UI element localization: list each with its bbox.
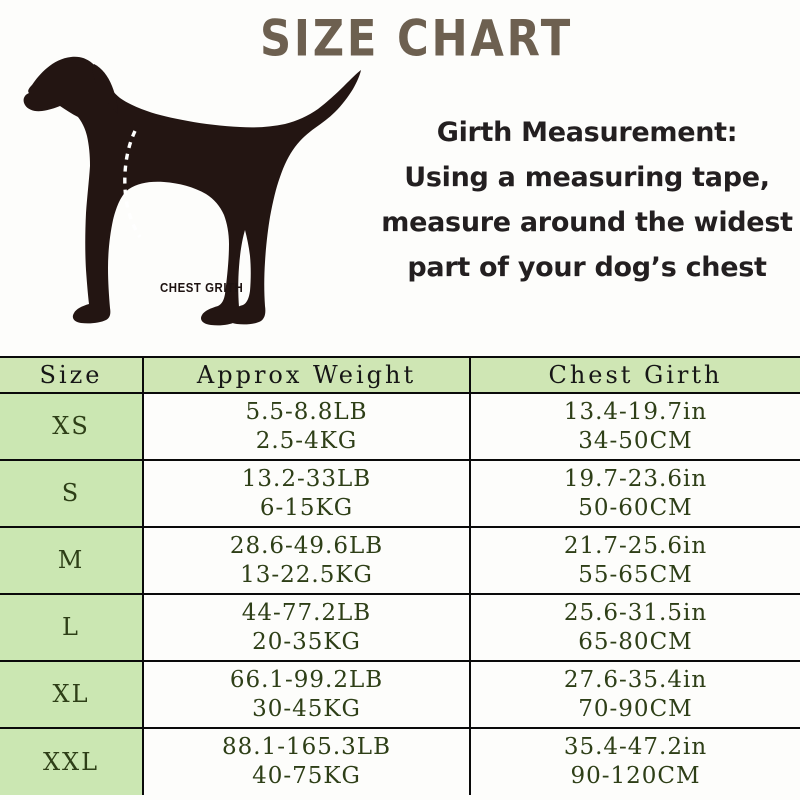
cell-size: XS bbox=[0, 392, 144, 461]
table-row: XS 5.5-8.8LB 2.5-4KG 13.4-19.7in 34-50CM bbox=[0, 392, 800, 461]
girth-instructions: Girth Measurement: Using a measuring tap… bbox=[380, 110, 794, 290]
cell-size: XXL bbox=[0, 727, 144, 795]
dog-silhouette-illustration: CHEST GRITH bbox=[8, 48, 368, 333]
cell-size: S bbox=[0, 459, 144, 528]
table-row: XL 66.1-99.2LB 30-45KG 27.6-35.4in 70-90… bbox=[0, 660, 800, 729]
weight-lb: 28.6-49.6LB bbox=[229, 532, 384, 559]
chest-girth-label: CHEST GRITH bbox=[160, 280, 244, 295]
header-section: CHEST GRITH SIZE CHART Girth Measurement… bbox=[0, 0, 800, 356]
table-row: M 28.6-49.6LB 13-22.5KG 21.7-25.6in 55-6… bbox=[0, 526, 800, 595]
instructions-line-3: part of your dog’s chest bbox=[407, 252, 767, 283]
table-row: XXL 88.1-165.3LB 40-75KG 35.4-47.2in 90-… bbox=[0, 727, 800, 795]
weight-lb: 5.5-8.8LB bbox=[245, 398, 368, 425]
instructions-line-1: Using a measuring tape, bbox=[404, 162, 770, 193]
cell-chest-girth: 25.6-31.5in 65-80CM bbox=[470, 593, 800, 662]
weight-kg: 13-22.5KG bbox=[240, 561, 373, 588]
weight-kg: 2.5-4KG bbox=[255, 427, 358, 454]
weight-lb: 66.1-99.2LB bbox=[229, 666, 384, 693]
cell-size: XL bbox=[0, 660, 144, 729]
cell-approx-weight: 13.2-33LB 6-15KG bbox=[143, 459, 471, 528]
cell-approx-weight: 88.1-165.3LB 40-75KG bbox=[143, 727, 471, 795]
table-body: XS 5.5-8.8LB 2.5-4KG 13.4-19.7in 34-50CM… bbox=[0, 392, 800, 795]
girth-in: 35.4-47.2in bbox=[563, 734, 708, 760]
weight-kg: 20-35KG bbox=[252, 628, 361, 655]
cell-chest-girth: 27.6-35.4in 70-90CM bbox=[470, 660, 800, 729]
girth-in: 19.7-23.6in bbox=[563, 465, 708, 492]
girth-in: 27.6-35.4in bbox=[563, 666, 708, 693]
table-row: L 44-77.2LB 20-35KG 25.6-31.5in 65-80CM bbox=[0, 593, 800, 662]
dog-ear-shape bbox=[92, 64, 118, 114]
cell-chest-girth: 13.4-19.7in 34-50CM bbox=[470, 392, 800, 461]
girth-cm: 90-120CM bbox=[570, 763, 701, 789]
cell-chest-girth: 21.7-25.6in 55-65CM bbox=[470, 526, 800, 595]
weight-lb: 13.2-33LB bbox=[241, 465, 372, 492]
girth-in: 21.7-25.6in bbox=[563, 532, 708, 559]
girth-cm: 34-50CM bbox=[578, 427, 693, 454]
table-row: S 13.2-33LB 6-15KG 19.7-23.6in 50-60CM bbox=[0, 459, 800, 528]
weight-lb: 88.1-165.3LB bbox=[221, 734, 391, 760]
cell-chest-girth: 19.7-23.6in 50-60CM bbox=[470, 459, 800, 528]
girth-in: 13.4-19.7in bbox=[563, 398, 708, 425]
table-header-row: Size Approx Weight Chest Girth bbox=[0, 356, 800, 394]
weight-kg: 6-15KG bbox=[259, 494, 354, 521]
girth-in: 25.6-31.5in bbox=[563, 599, 708, 626]
girth-cm: 65-80CM bbox=[578, 628, 693, 655]
cell-approx-weight: 28.6-49.6LB 13-22.5KG bbox=[143, 526, 471, 595]
girth-cm: 50-60CM bbox=[578, 494, 693, 521]
size-chart-table: Size Approx Weight Chest Girth XS 5.5-8.… bbox=[0, 356, 800, 795]
column-header-size: Size bbox=[0, 356, 144, 394]
girth-cm: 70-90CM bbox=[578, 695, 693, 722]
cell-approx-weight: 5.5-8.8LB 2.5-4KG bbox=[143, 392, 471, 461]
weight-kg: 40-75KG bbox=[252, 763, 361, 789]
weight-kg: 30-45KG bbox=[252, 695, 361, 722]
cell-size: M bbox=[0, 526, 144, 595]
column-header-approx-weight: Approx Weight bbox=[143, 356, 471, 394]
dog-body-shape bbox=[23, 56, 362, 326]
weight-lb: 44-77.2LB bbox=[241, 599, 372, 626]
girth-cm: 55-65CM bbox=[578, 561, 693, 588]
chest-girth-dashed-line bbox=[123, 130, 142, 238]
cell-approx-weight: 44-77.2LB 20-35KG bbox=[143, 593, 471, 662]
instructions-heading: Girth Measurement: bbox=[436, 117, 738, 148]
cell-chest-girth: 35.4-47.2in 90-120CM bbox=[470, 727, 800, 795]
cell-approx-weight: 66.1-99.2LB 30-45KG bbox=[143, 660, 471, 729]
page-title: SIZE CHART bbox=[260, 9, 574, 69]
instructions-line-2: measure around the widest bbox=[381, 207, 793, 238]
cell-size: L bbox=[0, 593, 144, 662]
table-header: Size Approx Weight Chest Girth bbox=[0, 356, 800, 394]
column-header-chest-girth: Chest Girth bbox=[470, 356, 800, 394]
